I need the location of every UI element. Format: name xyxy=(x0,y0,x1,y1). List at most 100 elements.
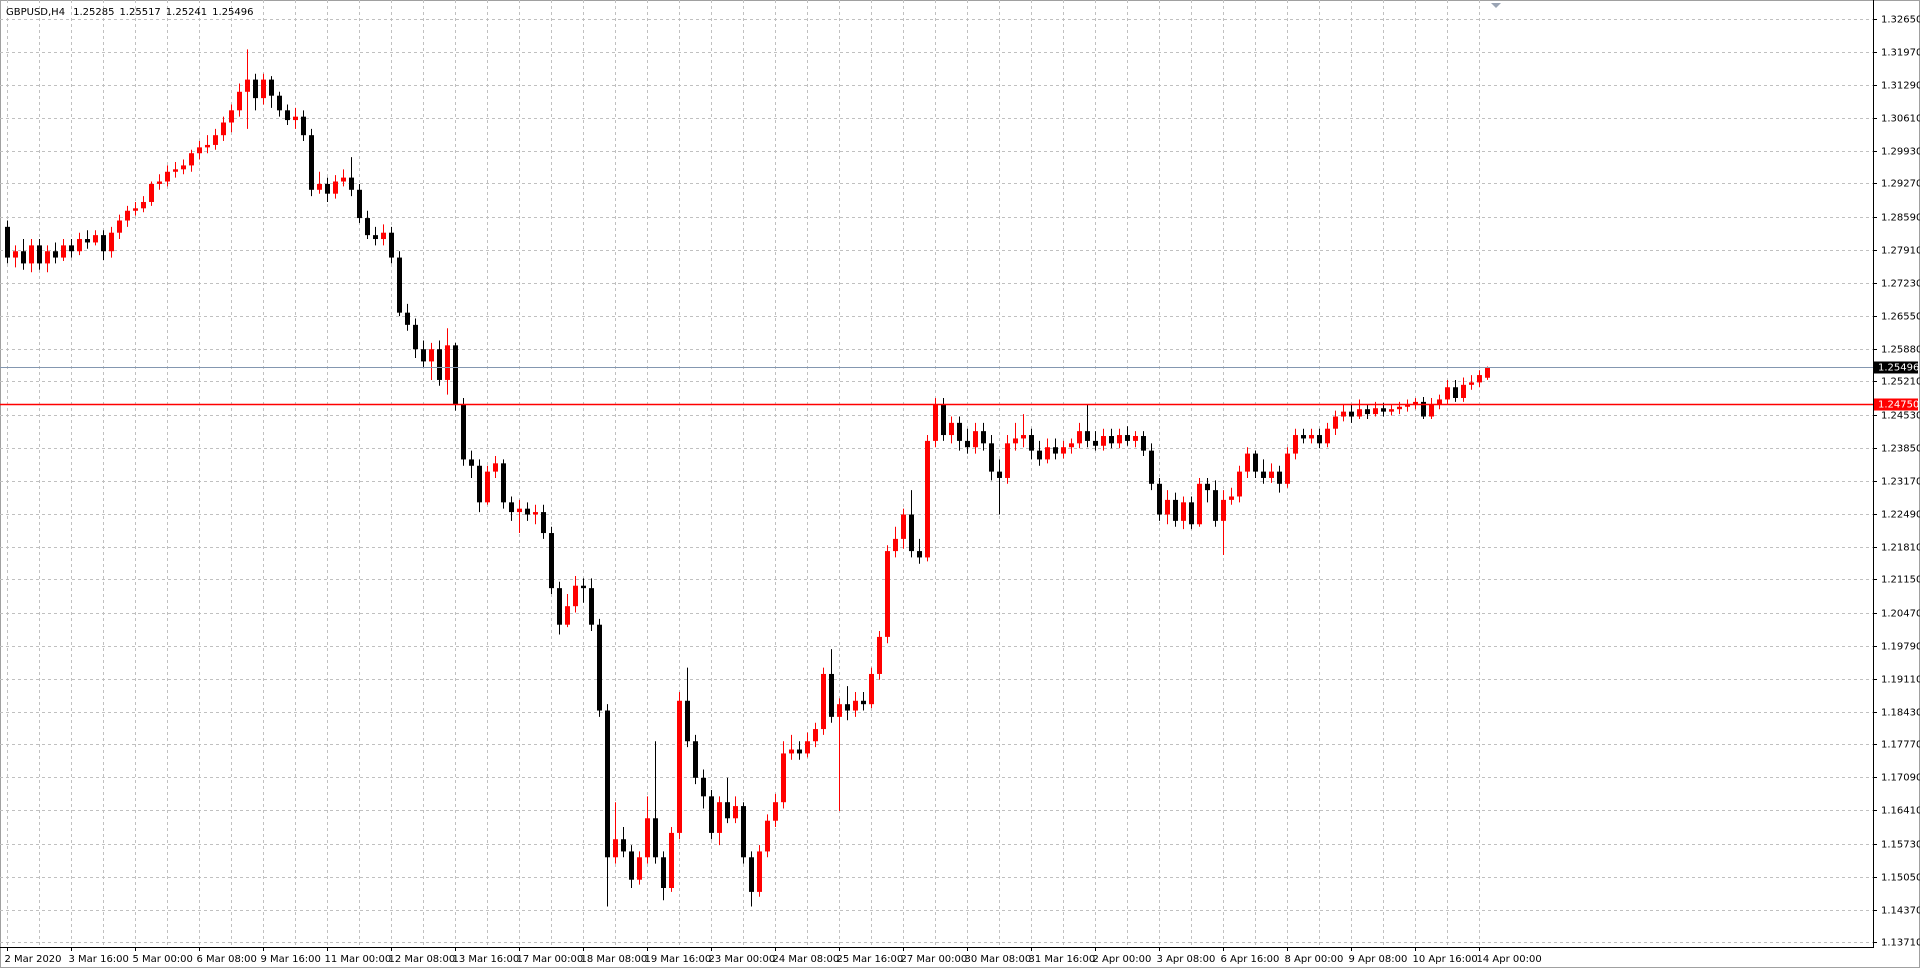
y-tick-label: 1.17090 xyxy=(1881,773,1920,784)
candle-body xyxy=(1197,483,1202,525)
y-tick-label: 1.15050 xyxy=(1881,873,1920,884)
x-tick-label: 25 Mar 16:00 xyxy=(837,954,904,965)
candle-body xyxy=(885,551,890,637)
x-tick-label: 3 Mar 16:00 xyxy=(69,954,129,965)
candle-body xyxy=(709,796,714,833)
candle-body xyxy=(973,431,978,448)
candle-body xyxy=(1389,409,1394,412)
candle-body xyxy=(229,110,234,123)
candle-body xyxy=(1157,483,1162,515)
candle-body xyxy=(789,749,794,754)
y-tick-label: 1.19110 xyxy=(1881,675,1920,686)
candle-body xyxy=(733,806,738,819)
candle-body xyxy=(605,710,610,858)
candle-body xyxy=(661,857,666,889)
chart-header: GBPUSD,H4 1.25285 1.25517 1.25241 1.25496 xyxy=(6,7,254,18)
candle-body xyxy=(1437,399,1442,405)
candle-body xyxy=(757,851,762,892)
candle-body xyxy=(21,251,26,264)
candle-body xyxy=(461,404,466,460)
candle-body xyxy=(325,183,330,194)
candle-body xyxy=(1085,431,1090,441)
x-tick-label: 9 Apr 08:00 xyxy=(1349,954,1408,965)
candle-body xyxy=(101,235,106,252)
y-tick-label: 1.24530 xyxy=(1881,411,1920,422)
candle-body xyxy=(157,181,162,184)
candle-body xyxy=(429,349,434,362)
candle-body xyxy=(1053,447,1058,454)
candle-body xyxy=(253,79,258,99)
candle-body xyxy=(557,588,562,625)
candle-body xyxy=(829,673,834,717)
y-tick-label: 1.28590 xyxy=(1881,213,1920,224)
candle-body xyxy=(1381,408,1386,412)
candle-body xyxy=(1453,387,1458,398)
x-tick-label: 12 Mar 08:00 xyxy=(389,954,456,965)
candle-body xyxy=(989,443,994,472)
x-tick-label: 13 Mar 16:00 xyxy=(453,954,520,965)
y-tick-label: 1.21810 xyxy=(1881,543,1920,554)
candle-body xyxy=(1277,471,1282,484)
candle-body xyxy=(701,777,706,797)
candle-body xyxy=(1133,436,1138,441)
candle-body xyxy=(821,673,826,730)
candle-body xyxy=(1477,375,1482,383)
candle-body xyxy=(1125,435,1130,441)
candle-body xyxy=(1469,382,1474,385)
candle-body xyxy=(405,312,410,325)
candle-body xyxy=(1357,409,1362,417)
candle-body xyxy=(293,116,298,121)
x-tick-label: 24 Mar 08:00 xyxy=(773,954,840,965)
candle-body xyxy=(1061,447,1066,454)
candle-body xyxy=(837,704,842,717)
candle-body xyxy=(1261,471,1266,478)
candle-body xyxy=(1213,490,1218,521)
candle-body xyxy=(997,471,1002,478)
y-tick-label: 1.26550 xyxy=(1881,312,1920,323)
candle-body xyxy=(1237,471,1242,497)
y-tick-label: 1.23170 xyxy=(1881,477,1920,488)
candle-body xyxy=(1037,450,1042,460)
candle-body xyxy=(1117,435,1122,444)
candle-body xyxy=(1069,443,1074,448)
x-tick-label: 3 Apr 08:00 xyxy=(1157,954,1216,965)
candle-body xyxy=(269,79,274,96)
x-tick-label: 2 Mar 2020 xyxy=(5,954,62,965)
candle-body xyxy=(501,463,506,503)
candle-body xyxy=(1221,499,1226,521)
y-tick-label: 1.20470 xyxy=(1881,609,1920,620)
candle-body xyxy=(629,851,634,880)
candle-body xyxy=(189,153,194,166)
candle-body xyxy=(1149,450,1154,484)
x-tick-label: 9 Mar 16:00 xyxy=(261,954,321,965)
candle-body xyxy=(333,181,338,194)
candle-body xyxy=(1309,435,1314,439)
candle-body xyxy=(29,245,34,264)
candle-body xyxy=(365,218,370,236)
y-tick-label: 1.22490 xyxy=(1881,510,1920,521)
candle-body xyxy=(261,79,266,99)
y-tick-label: 1.31290 xyxy=(1881,81,1920,92)
y-tick-label: 1.16410 xyxy=(1881,806,1920,817)
candle-body xyxy=(741,806,746,858)
x-tick-label: 10 Apr 16:00 xyxy=(1413,954,1478,965)
candle-body xyxy=(453,345,458,405)
candle-body xyxy=(1397,406,1402,410)
candle-body xyxy=(653,818,658,858)
candle-body xyxy=(941,404,946,436)
candle-body xyxy=(77,239,82,252)
candle-body xyxy=(677,700,682,833)
candle-body xyxy=(397,257,402,313)
candle-body xyxy=(869,673,874,705)
candle-body xyxy=(621,839,626,852)
candle-body xyxy=(493,463,498,472)
candle-body xyxy=(1485,367,1490,378)
candle-body xyxy=(53,251,58,258)
candle-body xyxy=(1333,416,1338,429)
horizontal-line-label-bg xyxy=(1874,398,1918,411)
candle-body xyxy=(1029,435,1034,451)
candle-body xyxy=(1461,384,1466,398)
x-tick-label: 8 Apr 00:00 xyxy=(1285,954,1344,965)
candle-body xyxy=(573,585,578,607)
